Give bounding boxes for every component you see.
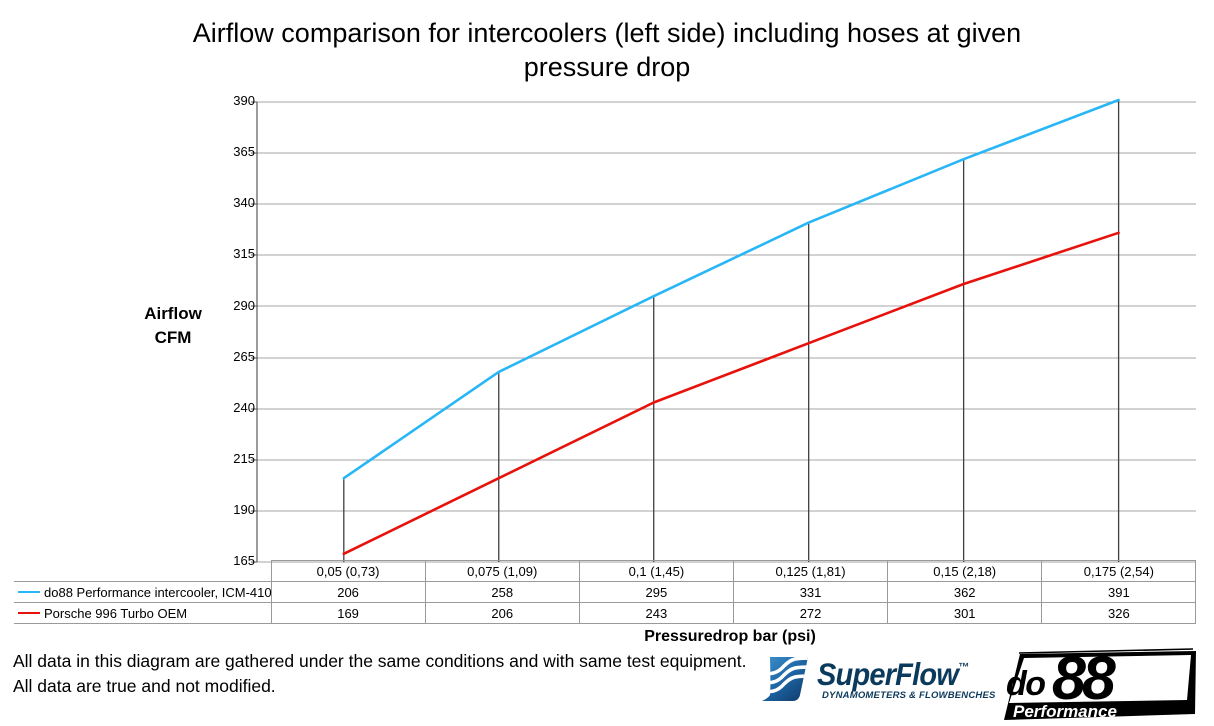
svg-text:Performance: Performance <box>1013 702 1117 721</box>
svg-text:do: do <box>1006 665 1045 703</box>
